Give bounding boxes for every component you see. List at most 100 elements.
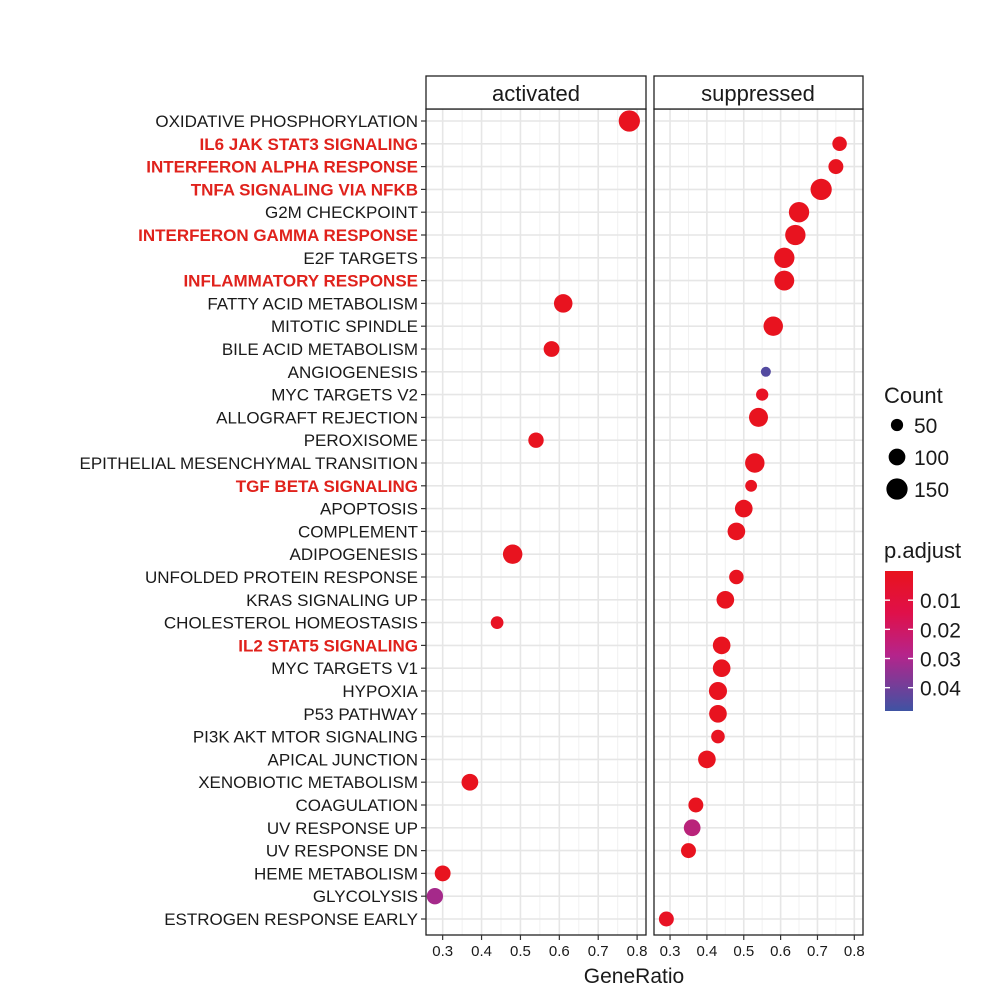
- term-label: MYC TARGETS V1: [271, 659, 418, 678]
- p-adjust-legend-title: p.adjust: [884, 538, 961, 563]
- x-tick-label: 0.3: [432, 943, 453, 960]
- term-label: ADIPOGENESIS: [290, 545, 418, 564]
- term-label: PEROXISOME: [304, 431, 418, 450]
- count-legend: Count 50 100 150: [884, 383, 949, 502]
- count-legend-items: 50 100 150: [886, 415, 949, 502]
- panel-background: [654, 109, 863, 935]
- panel-grid: [654, 109, 863, 935]
- data-point: [716, 590, 735, 609]
- data-point: [434, 865, 451, 882]
- x-tick-label: 0.5: [510, 943, 531, 960]
- p-adjust-legend-label: 0.02: [920, 619, 961, 642]
- x-tick-label: 0.8: [627, 943, 648, 960]
- term-label: APOPTOSIS: [320, 500, 418, 519]
- data-point: [698, 750, 716, 769]
- data-point: [490, 616, 504, 629]
- strip-box: [653, 75, 864, 110]
- term-label: MYC TARGETS V2: [271, 386, 418, 405]
- data-point: [774, 247, 795, 268]
- data-point: [712, 659, 731, 678]
- term-label: KRAS SIGNALING UP: [246, 591, 418, 610]
- count-legend-title: Count: [884, 383, 943, 408]
- term-label: UV RESPONSE DN: [266, 842, 418, 861]
- term-label: ANGIOGENESIS: [288, 363, 418, 382]
- data-point: [708, 681, 728, 701]
- data-point: [711, 729, 725, 744]
- term-label: UNFOLDED PROTEIN RESPONSE: [145, 568, 418, 587]
- term-label: MITOTIC SPINDLE: [271, 317, 418, 336]
- term-label: UV RESPONSE UP: [267, 819, 418, 838]
- x-tick-label: 0.6: [770, 943, 791, 960]
- points-activated: [426, 110, 640, 905]
- term-label: HEME METABOLISM: [254, 864, 418, 883]
- data-point: [832, 136, 847, 152]
- p-adjust-colorbar: [885, 571, 913, 711]
- strip-label: activated: [492, 81, 580, 106]
- data-point: [528, 432, 544, 448]
- data-point: [502, 544, 523, 564]
- data-point: [756, 388, 769, 401]
- x-tick-label: 0.6: [549, 943, 570, 960]
- data-point: [785, 224, 806, 246]
- data-point: [658, 911, 674, 927]
- data-point: [681, 843, 696, 859]
- x-tick-label: 0.7: [588, 943, 609, 960]
- term-label: ESTROGEN RESPONSE EARLY: [164, 910, 418, 929]
- panel-background: [426, 109, 646, 935]
- count-legend-label: 100: [914, 447, 949, 470]
- data-point: [774, 270, 795, 291]
- data-point: [763, 316, 783, 336]
- data-point: [426, 888, 444, 905]
- points-suppressed: [658, 136, 847, 927]
- data-point: [688, 797, 704, 813]
- x-tick-label: 0.4: [696, 943, 717, 960]
- x-tick-label: 0.7: [807, 943, 828, 960]
- data-point: [553, 294, 573, 313]
- count-legend-label: 50: [914, 415, 937, 438]
- count-legend-dot: [888, 448, 906, 466]
- term-label: EPITHELIAL MESENCHYMAL TRANSITION: [80, 454, 419, 473]
- p-adjust-legend: p.adjust 0.01 0.02 0.03 0.04: [884, 538, 961, 711]
- data-point: [461, 773, 479, 791]
- term-label: PI3K AKT MTOR SIGNALING: [193, 728, 418, 747]
- data-point: [828, 159, 844, 175]
- term-label: ALLOGRAFT REJECTION: [216, 408, 418, 427]
- x-tick-label: 0.8: [844, 943, 865, 960]
- term-label: P53 PATHWAY: [303, 705, 418, 724]
- term-label: TGF BETA SIGNALING: [236, 477, 418, 496]
- y-axis-term-labels: OXIDATIVE PHOSPHORYLATION IL6 JAK STAT3 S…: [80, 112, 426, 929]
- data-point: [734, 499, 753, 518]
- count-legend-label: 150: [914, 479, 949, 502]
- x-axis-ticks: 0.3 0.4 0.5 0.6 0.7 0.8: [432, 935, 648, 960]
- x-axis-title: GeneRatio: [584, 965, 684, 986]
- term-label: E2F TARGETS: [303, 249, 418, 268]
- data-point: [810, 178, 832, 201]
- term-label: HYPOXIA: [342, 682, 418, 701]
- term-label: APICAL JUNCTION: [267, 750, 418, 769]
- term-label: OXIDATIVE PHOSPHORYLATION: [155, 112, 418, 131]
- term-label: XENOBIOTIC METABOLISM: [198, 773, 418, 792]
- term-label: INTERFERON GAMMA RESPONSE: [138, 226, 418, 245]
- term-label: GLYCOLYSIS: [313, 887, 418, 906]
- term-label: INTERFERON ALPHA RESPONSE: [146, 158, 418, 177]
- data-point: [745, 479, 758, 492]
- term-label: IL2 STAT5 SIGNALING: [238, 636, 418, 655]
- p-adjust-legend-label: 0.04: [920, 678, 961, 701]
- x-axis-ticks: 0.3 0.4 0.5 0.6 0.7 0.8: [660, 935, 865, 960]
- panel-suppressed: suppressed 0.3 0.4 0.5 0.6 0.7 0.8: [653, 75, 865, 960]
- panel-grid: [426, 109, 646, 935]
- term-label: COMPLEMENT: [298, 522, 418, 541]
- p-adjust-legend-label: 0.03: [920, 649, 961, 672]
- term-label: IL6 JAK STAT3 SIGNALING: [199, 135, 418, 154]
- strip-label: suppressed: [701, 81, 815, 106]
- x-tick-label: 0.4: [471, 943, 492, 960]
- term-label: CHOLESTEROL HOMEOSTASIS: [164, 614, 418, 633]
- data-point: [712, 636, 731, 655]
- p-adjust-legend-items: 0.01 0.02 0.03 0.04: [885, 590, 961, 701]
- term-label: TNFA SIGNALING VIA NFKB: [191, 180, 418, 199]
- panel-activated: activated 0.3 0.4 0.5 0.6 0.7 0.8: [425, 75, 648, 960]
- term-label: FATTY ACID METABOLISM: [207, 294, 418, 313]
- count-legend-dot: [886, 478, 908, 500]
- term-label: INFLAMMATORY RESPONSE: [183, 272, 418, 291]
